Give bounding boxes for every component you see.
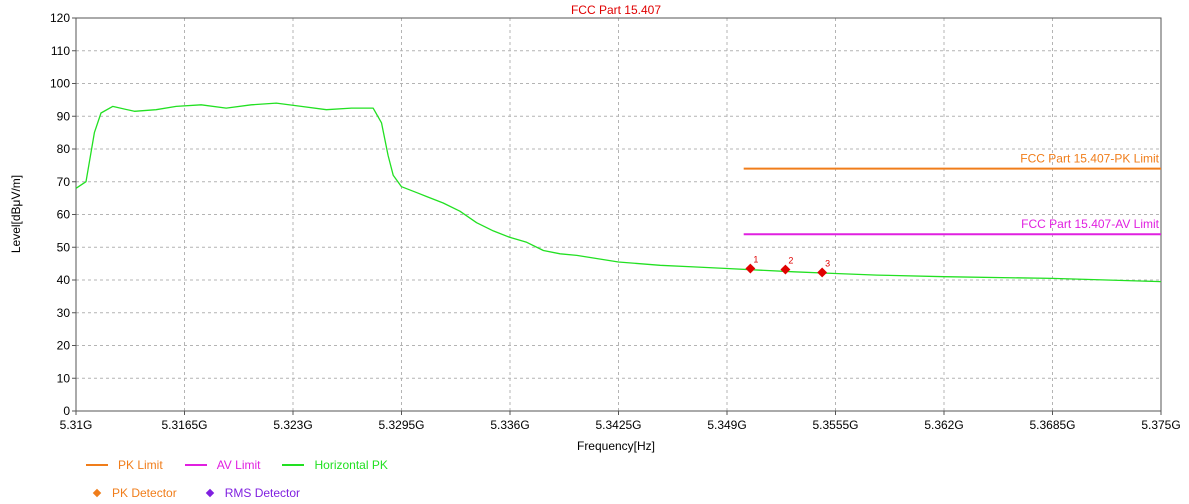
legend-item: RMS Detector <box>199 486 300 500</box>
x-tick-label: 5.362G <box>924 418 963 432</box>
x-tick-label: 5.3425G <box>595 418 641 432</box>
marker-number: 1 <box>753 255 758 265</box>
y-tick-label: 10 <box>57 371 71 385</box>
legend-item: PK Limit <box>86 458 163 472</box>
y-tick-label: 110 <box>51 44 70 58</box>
legend-row-lines: PK Limit AV Limit Horizontal PK <box>86 458 410 472</box>
y-tick-label: 30 <box>57 306 71 320</box>
y-tick-label: 70 <box>57 175 71 189</box>
y-tick-label: 20 <box>57 339 71 353</box>
y-tick-label: 40 <box>57 273 71 287</box>
x-axis-title: Frequency[Hz] <box>577 439 655 453</box>
legend-line-swatch <box>184 464 207 466</box>
x-tick-label: 5.3165G <box>161 418 207 432</box>
marker-diamond <box>817 267 828 278</box>
marker-diamond <box>780 264 791 275</box>
legend-line-swatch <box>282 464 305 466</box>
y-axis-title: Level[dBμV/m] <box>9 175 23 253</box>
x-tick-label: 5.349G <box>707 418 746 432</box>
y-tick-label: 90 <box>57 109 71 123</box>
x-tick-label: 5.3555G <box>812 418 858 432</box>
markers-layer: 1 2 3 <box>745 255 830 278</box>
chart-title: FCC Part 15.407 <box>571 3 661 17</box>
y-tick-label: 0 <box>63 404 70 418</box>
x-tick-label: 5.3685G <box>1029 418 1075 432</box>
y-tick-label: 60 <box>57 208 71 222</box>
legend-item: AV Limit <box>184 458 261 472</box>
x-tick-label: 5.3295G <box>378 418 424 432</box>
marker-number: 2 <box>788 256 793 266</box>
y-tick-label: 80 <box>57 142 71 156</box>
legend-label: PK Detector <box>112 486 177 500</box>
legend-diamond-swatch <box>205 488 214 498</box>
y-tick-label: 120 <box>50 11 70 25</box>
legend-item: PK Detector <box>86 486 177 500</box>
legend-label: Horizontal PK <box>314 458 388 472</box>
limit-label: FCC Part 15.407-PK Limit <box>1020 152 1159 166</box>
legend-label: AV Limit <box>216 458 261 472</box>
series-horizontal-pk <box>75 102 1162 283</box>
legend-row-detectors: PK Detector RMS Detector <box>86 486 322 500</box>
x-tick-label: 5.323G <box>273 418 312 432</box>
axis-ticks: 0 10 20 30 40 50 60 70 80 90 100 110 120 5.31G 5.3165G… <box>50 11 1181 432</box>
legend-item: Horizontal PK <box>282 458 388 472</box>
legend-label: PK Limit <box>118 458 163 472</box>
y-tick-label: 100 <box>50 77 70 91</box>
x-tick-label: 5.336G <box>490 418 529 432</box>
grid <box>76 18 1161 411</box>
legend-diamond-swatch <box>92 488 102 498</box>
y-tick-label: 50 <box>57 240 71 254</box>
limit-label: FCC Part 15.407-AV Limit <box>1021 217 1159 231</box>
series-layer: FCC Part 15.407-PK Limit FCC Part 15.407-… <box>75 102 1162 283</box>
x-tick-label: 5.375G <box>1141 418 1180 432</box>
marker-diamond <box>745 263 756 274</box>
marker-number: 3 <box>825 258 830 268</box>
x-tick-label: 5.31G <box>60 418 93 432</box>
legend-line-swatch <box>86 464 108 466</box>
legend-label: RMS Detector <box>224 486 301 500</box>
